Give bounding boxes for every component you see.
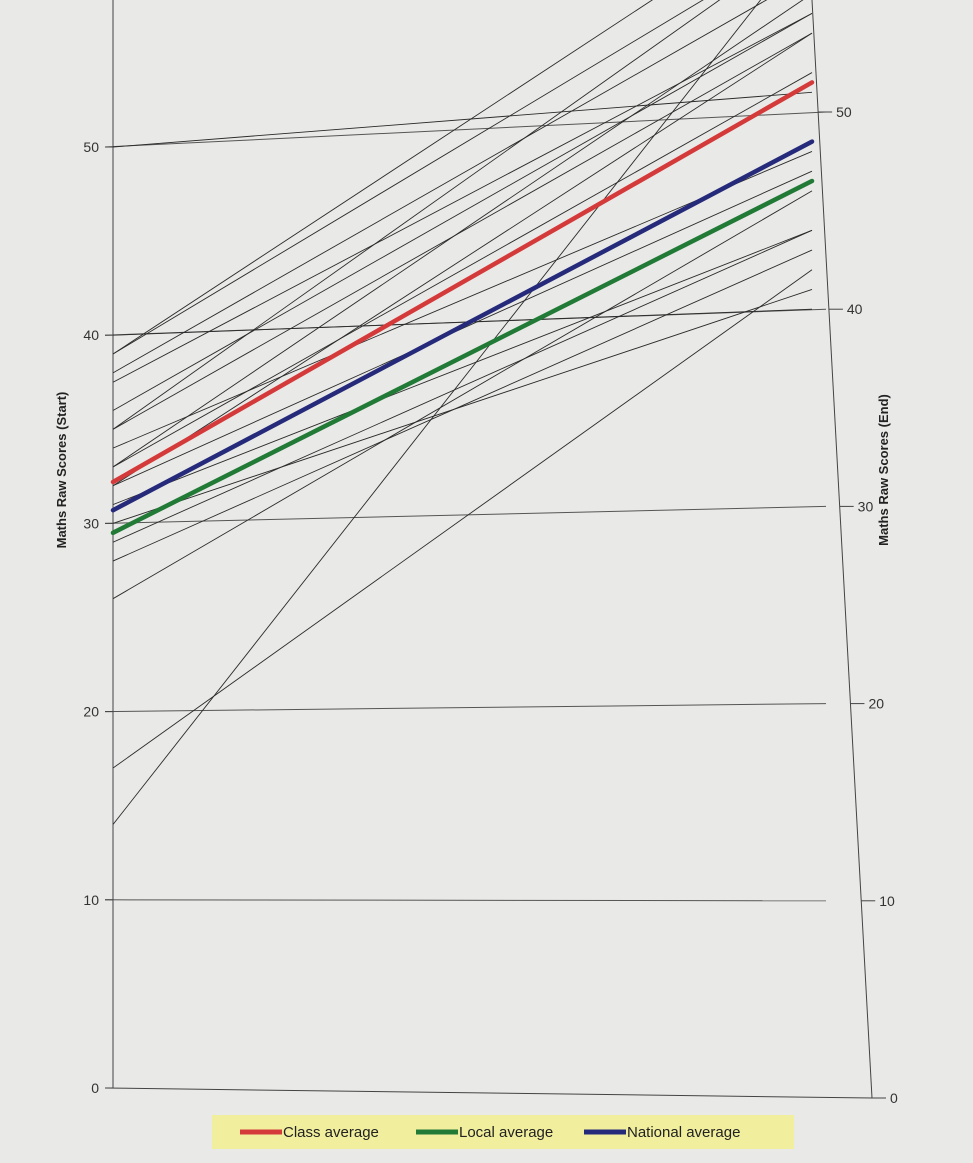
series-line-local-average bbox=[110, 178, 815, 536]
y-right-tick-label-10: 10 bbox=[879, 893, 895, 909]
legend-item-local-average: Local average bbox=[416, 1124, 553, 1141]
student-line-11 bbox=[113, 170, 813, 487]
y-right-tick-label-50: 50 bbox=[836, 104, 852, 120]
student-line-2 bbox=[113, 0, 813, 355]
student-line-19 bbox=[113, 0, 813, 825]
student-line-1 bbox=[113, 0, 813, 355]
student-line-6 bbox=[113, 32, 813, 430]
series-line-class-average bbox=[110, 80, 815, 485]
y-right-tick-label-30: 30 bbox=[858, 498, 874, 514]
y-axis-right-title: Maths Raw Scores (End) bbox=[876, 394, 891, 546]
y-left-tick-label-30: 30 bbox=[83, 515, 99, 531]
gridline-10 bbox=[104, 899, 827, 902]
student-line-17 bbox=[113, 190, 813, 600]
x-axis-baseline bbox=[104, 1087, 873, 1099]
legend-label-3: National average bbox=[627, 1124, 740, 1141]
legend-label-2: Local average bbox=[459, 1124, 553, 1141]
student-line-21 bbox=[113, 91, 813, 148]
axes bbox=[104, 0, 873, 1099]
gridline-30 bbox=[104, 505, 827, 524]
student-line-7 bbox=[113, 0, 813, 430]
average-lines bbox=[110, 80, 815, 536]
legend-label-1: Class average bbox=[283, 1124, 379, 1141]
student-line-20 bbox=[113, 308, 813, 336]
legend-background bbox=[212, 1115, 794, 1149]
gridline-20 bbox=[104, 703, 827, 713]
student-line-3 bbox=[113, 0, 813, 374]
y-right-tick-label-20: 20 bbox=[868, 696, 884, 712]
legend: Class average Local average National avera… bbox=[212, 1115, 794, 1149]
student-line-10 bbox=[113, 72, 813, 468]
series-line-national-average bbox=[110, 139, 815, 513]
student-line-5 bbox=[113, 13, 813, 411]
y-left-tick-label-50: 50 bbox=[83, 139, 99, 155]
y-left-tick-label-40: 40 bbox=[83, 327, 99, 343]
student-line-13 bbox=[113, 229, 813, 505]
student-line-4 bbox=[113, 13, 813, 383]
tick-labels: 0 10 20 30 40 50 0 10 20 30 40 50 bbox=[83, 104, 898, 1106]
legend-item-class-average: Class average bbox=[240, 1124, 379, 1141]
y-left-tick-label-0: 0 bbox=[91, 1080, 99, 1096]
student-line-9 bbox=[113, 0, 813, 468]
y-axis-left-title: Maths Raw Scores (Start) bbox=[54, 392, 69, 549]
y-right-tick-label-40: 40 bbox=[847, 301, 863, 317]
legend-item-national-average: National average bbox=[584, 1124, 740, 1141]
student-line-15 bbox=[113, 229, 813, 543]
student-lines bbox=[113, 0, 813, 825]
student-line-18 bbox=[113, 269, 813, 769]
gridline-50 bbox=[104, 111, 827, 148]
student-line-16 bbox=[113, 249, 813, 562]
y-right-tick-label-0: 0 bbox=[890, 1090, 898, 1106]
y-axis-right bbox=[811, 0, 873, 1099]
y-left-tick-label-10: 10 bbox=[83, 892, 99, 908]
student-line-14 bbox=[113, 289, 813, 524]
y-left-tick-label-20: 20 bbox=[83, 704, 99, 720]
student-line-12 bbox=[113, 32, 813, 487]
